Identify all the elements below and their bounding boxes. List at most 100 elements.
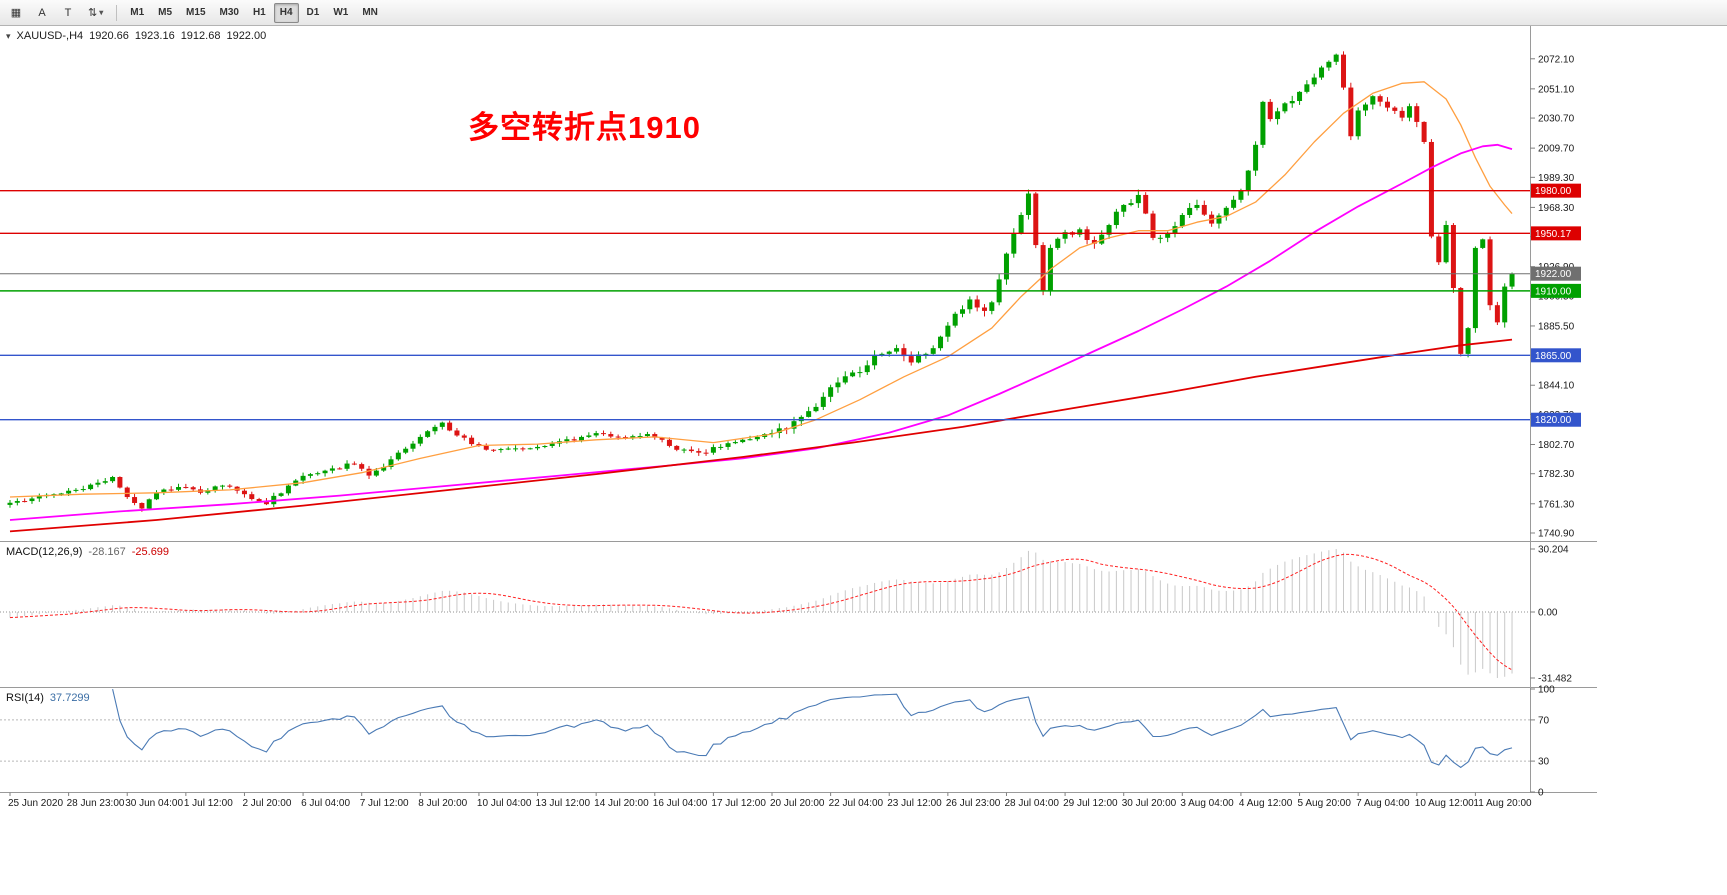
y-axis-tick: 2072.10 xyxy=(1538,54,1575,65)
level-price-label: 1980.00 xyxy=(1535,186,1572,197)
macd-signal-value: -25.699 xyxy=(131,546,170,558)
chart-window[interactable]: 2072.10 2051.10 2030.70 2009.70 1989.30 1968.… xyxy=(0,26,1597,895)
rsi-value: 37.7299 xyxy=(49,692,90,704)
timeframe-h4-button[interactable]: H4 xyxy=(273,2,299,23)
arrange-icon: ⇅ xyxy=(88,7,98,19)
x-axis-label: 28 Jun 23:00 xyxy=(67,798,125,809)
candles-layer xyxy=(7,51,1515,512)
timeframe-m30-button[interactable]: M30 xyxy=(214,3,245,23)
y-axis-tick: 1782.30 xyxy=(1538,469,1575,480)
x-axis-label: 30 Jun 04:00 xyxy=(125,798,183,809)
timeframe-m1-button[interactable]: M1 xyxy=(124,3,150,23)
x-axis-label: 3 Aug 04:00 xyxy=(1180,798,1234,809)
timeframe-d1-button[interactable]: D1 xyxy=(301,3,326,23)
x-axis-label: 23 Jul 12:00 xyxy=(887,798,942,809)
ma-line-fast-ma xyxy=(9,81,1513,498)
x-axis-label: 10 Jul 04:00 xyxy=(477,798,532,809)
symbol-ohlc: ▾ XAUUSD-,H4 1920.66 1923.16 1912.68 192… xyxy=(6,30,266,42)
text-tool-icon: T xyxy=(64,6,72,19)
y-axis-tick: 2009.70 xyxy=(1538,144,1575,155)
rsi-axis-tick: 70 xyxy=(1538,715,1550,726)
x-axis-label: 22 Jul 04:00 xyxy=(829,798,884,809)
level-price-label-bg xyxy=(1531,226,1581,241)
chevron-down-icon[interactable]: ▾ xyxy=(6,30,11,41)
macd-name: MACD(12,26,9) xyxy=(6,546,83,558)
level-price-label-bg xyxy=(1531,266,1581,281)
macd-axis-tick: 30.204 xyxy=(1538,545,1569,556)
y-axis-tick: 1740.90 xyxy=(1538,528,1575,539)
x-axis-label: 29 Jul 12:00 xyxy=(1063,798,1118,809)
pane-separators xyxy=(0,26,1597,793)
x-axis-label: 20 Jul 20:00 xyxy=(770,798,825,809)
x-axis-label: 4 Aug 12:00 xyxy=(1239,798,1293,809)
macd-histogram xyxy=(9,549,1513,678)
level-price-label-bg xyxy=(1531,412,1581,427)
top-toolbar: ▦ A T ⇅ ▾ M1 M5 M15 M30 H1 H4 D1 W1 MN xyxy=(0,0,1727,26)
symbol-label: XAUUSD-,H4 xyxy=(16,30,84,42)
level-price-label-bg xyxy=(1531,183,1581,198)
low-value: 1912.68 xyxy=(180,30,221,42)
x-axis-label: 7 Aug 04:00 xyxy=(1356,798,1410,809)
timeframe-m15-button[interactable]: M15 xyxy=(180,3,211,23)
level-price-label-bg xyxy=(1531,283,1581,298)
timeframe-mn-button[interactable]: MN xyxy=(356,3,384,23)
x-axis-label: 25 Jun 2020 xyxy=(8,798,63,809)
x-axis-label: 26 Jul 23:00 xyxy=(946,798,1001,809)
timeframe-w1-button[interactable]: W1 xyxy=(327,3,354,23)
level-price-label: 1910.00 xyxy=(1535,286,1572,297)
macd-axis-tick: 0.00 xyxy=(1538,608,1558,619)
y-axis-tick: 1802.70 xyxy=(1538,440,1575,451)
rsi-axis-tick: 0 xyxy=(1538,788,1544,799)
ma-line-slow-ma xyxy=(9,338,1513,533)
y-axis-tick: 1989.30 xyxy=(1538,173,1575,184)
x-axis-label: 7 Jul 12:00 xyxy=(360,798,409,809)
cursor-a-icon: A xyxy=(38,6,46,19)
y-axis-tick: 1761.30 xyxy=(1538,499,1575,510)
level-lines xyxy=(0,189,1530,421)
toolbar-separator xyxy=(116,4,118,21)
x-axis-label: 11 Aug 20:00 xyxy=(1473,798,1532,809)
x-axis-label: 30 Jul 20:00 xyxy=(1122,798,1177,809)
y-axis-tick: 1968.30 xyxy=(1538,203,1575,214)
timeframe-m5-button[interactable]: M5 xyxy=(152,3,178,23)
chart-canvas[interactable]: 2072.10 2051.10 2030.70 2009.70 1989.30 1968.… xyxy=(0,26,1597,895)
level-price-label: 1950.17 xyxy=(1535,229,1572,240)
x-axis-label: 16 Jul 04:00 xyxy=(653,798,708,809)
level-price-label-bg xyxy=(1531,348,1581,363)
x-axis-label: 2 Jul 20:00 xyxy=(242,798,291,809)
chart-annotation-text: 多空转折点1910 xyxy=(468,110,701,145)
macd-indicator-label: MACD(12,26,9) -28.167 -25.699 xyxy=(6,546,169,558)
time-axis[interactable]: 25 Jun 2020 28 Jun 23:00 30 Jun 04:00 1 Jul… xyxy=(8,792,1532,810)
y-axis-tick: 2030.70 xyxy=(1538,114,1575,125)
x-axis-label: 1 Jul 12:00 xyxy=(184,798,233,809)
ma-line-mid-ma xyxy=(9,143,1513,521)
high-value: 1923.16 xyxy=(134,30,175,42)
x-axis-label: 13 Jul 12:00 xyxy=(536,798,591,809)
charts-grid-button[interactable]: ▦ xyxy=(4,3,28,23)
macd-main-value: -28.167 xyxy=(88,546,126,558)
text-tool-button[interactable]: T xyxy=(56,3,80,23)
macd-axis[interactable]: 30.204 0.00 -31.482 xyxy=(1530,545,1572,685)
price-axis[interactable]: 2072.10 2051.10 2030.70 2009.70 1989.30 1968.… xyxy=(1530,54,1581,539)
y-axis-tick: 1885.50 xyxy=(1538,321,1575,332)
arrange-tool-button[interactable]: ⇅ ▾ xyxy=(82,3,109,23)
rsi-name: RSI(14) xyxy=(6,692,44,704)
x-axis-label: 6 Jul 04:00 xyxy=(301,798,350,809)
x-axis-label: 5 Aug 20:00 xyxy=(1298,798,1352,809)
level-price-label: 1865.00 xyxy=(1535,351,1572,362)
x-axis-label: 28 Jul 04:00 xyxy=(1004,798,1059,809)
macd-signal-line xyxy=(9,553,1513,671)
level-price-label: 1820.00 xyxy=(1535,415,1572,426)
cursor-tool-button[interactable]: A xyxy=(30,3,54,23)
rsi-axis-tick: 100 xyxy=(1538,685,1555,696)
open-value: 1920.66 xyxy=(89,30,129,42)
timeframe-h1-button[interactable]: H1 xyxy=(247,3,272,23)
macd-axis-tick: -31.482 xyxy=(1538,674,1572,685)
close-value: 1922.00 xyxy=(226,30,267,42)
rsi-axis[interactable]: 100 70 30 0 xyxy=(1530,685,1555,799)
rsi-indicator-label: RSI(14) 37.7299 xyxy=(6,692,90,704)
charts-grid-icon: ▦ xyxy=(10,7,22,19)
rsi-line xyxy=(112,688,1513,769)
x-axis-label: 17 Jul 12:00 xyxy=(711,798,766,809)
x-axis-label: 8 Jul 20:00 xyxy=(418,798,467,809)
